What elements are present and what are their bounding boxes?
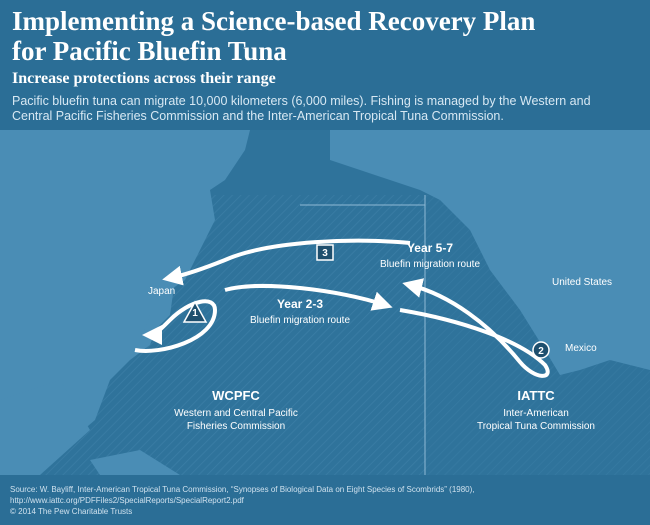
route-marker-label: 3 bbox=[322, 248, 328, 259]
region-full-name: Western and Central Pacific bbox=[174, 408, 298, 419]
title-line: for Pacific Bluefin Tuna bbox=[12, 36, 287, 66]
map: 1 2 3 Year 2-3 Bluefin migration route Y… bbox=[0, 130, 650, 475]
copyright: © 2014 The Pew Charitable Trusts bbox=[10, 507, 133, 516]
route-arrow bbox=[399, 278, 550, 378]
region-name: IATTC bbox=[517, 388, 555, 403]
place-label: United States bbox=[552, 277, 612, 288]
route-marker bbox=[532, 341, 550, 359]
title: Implementing a Science-based Recovery Pl… bbox=[12, 6, 535, 66]
route-title: Year 5-7 bbox=[407, 241, 453, 255]
route-label: Bluefin migration route bbox=[380, 259, 480, 270]
subtitle: Increase protections across their range bbox=[12, 70, 276, 87]
region-full-name: Inter-American bbox=[503, 408, 569, 419]
source: Source: W. Bayliff, Inter-American Tropi… bbox=[10, 485, 475, 505]
footer: Source: W. Bayliff, Inter-American Tropi… bbox=[10, 484, 630, 517]
route-label: Bluefin migration route bbox=[250, 315, 350, 326]
route-title: Year 2-3 bbox=[277, 297, 323, 311]
route-marker-label: 2 bbox=[538, 346, 544, 357]
route-marker bbox=[316, 244, 334, 261]
islands bbox=[0, 380, 180, 475]
route-arrow bbox=[134, 299, 218, 353]
region-full-name: Tropical Tuna Commission bbox=[477, 421, 595, 432]
route-marker bbox=[182, 300, 208, 323]
region-full-name: Fisheries Commission bbox=[187, 421, 285, 432]
description: Pacific bluefin tuna can migrate 10,000 … bbox=[12, 94, 591, 123]
region-name: WCPFC bbox=[212, 388, 260, 403]
north-america bbox=[330, 130, 650, 375]
place-label: Japan bbox=[148, 286, 175, 297]
route-arrow bbox=[224, 284, 393, 311]
title-line: Implementing a Science-based Recovery Pl… bbox=[12, 6, 536, 36]
route-marker-label: 1 bbox=[192, 308, 198, 319]
japan-land bbox=[140, 235, 175, 340]
route-arrow bbox=[162, 238, 411, 286]
place-label: Mexico bbox=[565, 343, 597, 354]
